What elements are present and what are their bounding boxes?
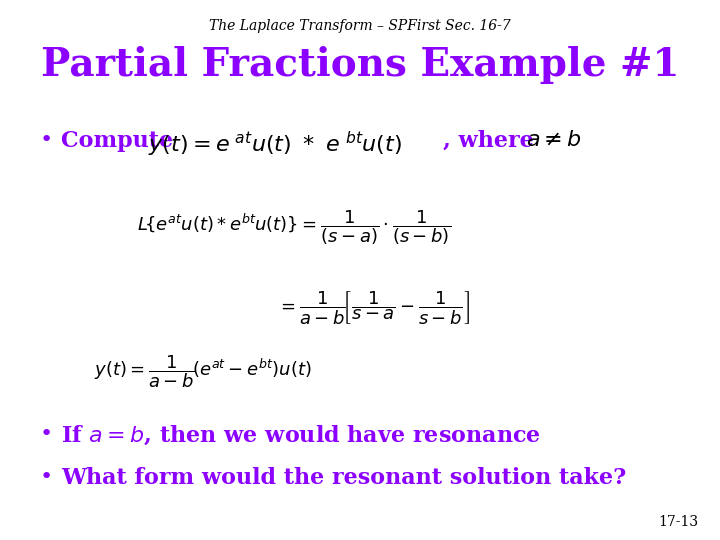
- Text: $a \neq b$: $a \neq b$: [526, 130, 582, 150]
- Text: If $a = b$, then we would have resonance: If $a = b$, then we would have resonance: [61, 424, 541, 447]
- Text: 17-13: 17-13: [658, 515, 698, 529]
- Text: $y(t) = e^{\ at}u(t)\ *\ e^{\ bt}u(t)$: $y(t) = e^{\ at}u(t)\ *\ e^{\ bt}u(t)$: [148, 130, 402, 159]
- Text: $= \dfrac{1}{a-b}\!\left[ \dfrac{1}{s-a} - \dfrac{1}{s-b} \right]$: $= \dfrac{1}{a-b}\!\left[ \dfrac{1}{s-a}…: [277, 289, 470, 326]
- Text: •: •: [40, 467, 53, 487]
- Text: Compute: Compute: [61, 130, 181, 152]
- Text: What form would the resonant solution take?: What form would the resonant solution ta…: [61, 467, 626, 489]
- Text: The Laplace Transform – SPFirst Sec. 16-7: The Laplace Transform – SPFirst Sec. 16-…: [209, 19, 511, 33]
- Text: •: •: [40, 130, 53, 150]
- Text: •: •: [40, 424, 53, 444]
- Text: , where: , where: [443, 130, 541, 152]
- Text: $y(t) = \dfrac{1}{a-b}\!\left(e^{at} - e^{bt}\right) u(t)$: $y(t) = \dfrac{1}{a-b}\!\left(e^{at} - e…: [94, 354, 311, 390]
- Text: Partial Fractions Example #1: Partial Fractions Example #1: [41, 46, 679, 84]
- Text: $L\!\left\{ e^{at}u(t)*e^{bt}u(t) \right\} = \dfrac{1}{(s-a)}\cdot\dfrac{1}{(s-b: $L\!\left\{ e^{at}u(t)*e^{bt}u(t) \right…: [137, 208, 451, 247]
